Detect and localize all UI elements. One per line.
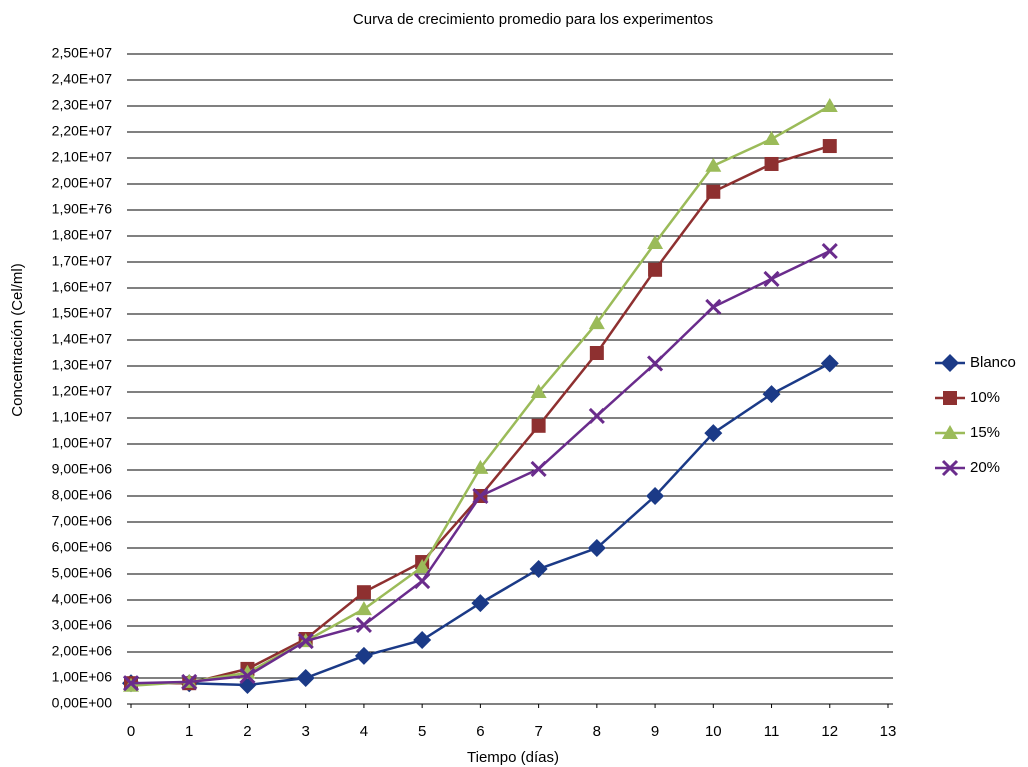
marker: [181, 673, 198, 690]
marker: [529, 560, 548, 579]
y-tick-label: 1,70E+07: [52, 253, 113, 269]
marker: [297, 633, 314, 650]
marker: [820, 354, 839, 373]
y-tick-label: 1,40E+07: [52, 331, 113, 347]
y-tick-label: 2,10E+07: [52, 149, 113, 165]
y-tick-label: 1,90E+76: [52, 201, 113, 217]
marker: [413, 631, 432, 650]
x-tick-label: 1: [185, 723, 193, 740]
y-tick-label: 2,00E+07: [52, 175, 113, 191]
y-tick-label: 6,00E+06: [52, 539, 113, 555]
marker: [472, 459, 489, 474]
y-tick-label: 5,00E+06: [52, 565, 113, 581]
y-tick-label: 9,00E+06: [52, 461, 113, 477]
legend-marker: [942, 425, 958, 439]
marker: [822, 139, 837, 154]
marker: [472, 487, 489, 505]
y-tick-label: 7,00E+06: [52, 513, 113, 529]
marker: [646, 487, 665, 505]
x-axis-title: Tiempo (días): [467, 749, 559, 766]
x-tick-label: 7: [534, 723, 542, 740]
y-tick-label: 1,20E+07: [52, 383, 113, 399]
marker: [762, 385, 781, 404]
marker: [414, 558, 431, 573]
chart-title: Curva de crecimiento promedio para los e…: [353, 11, 713, 28]
legend-marker: [941, 459, 959, 477]
y-tick-label: 1,30E+07: [52, 357, 113, 373]
marker: [122, 675, 140, 692]
x-tick-label: 0: [127, 723, 135, 740]
marker: [821, 98, 838, 112]
marker: [589, 346, 604, 360]
marker: [588, 407, 605, 424]
marker: [706, 184, 721, 199]
x-tick-label: 8: [593, 723, 601, 740]
marker: [531, 418, 546, 433]
legend-label: 15%: [970, 424, 1000, 441]
x-tick-label: 13: [880, 723, 897, 740]
legend-label: 20%: [970, 459, 1000, 476]
y-axis-title: Concentración (Cel/ml): [9, 263, 26, 416]
y-tick-label: 1,10E+07: [52, 409, 113, 425]
marker: [647, 355, 664, 372]
marker: [530, 460, 547, 478]
marker: [355, 616, 372, 634]
y-tick-label: 2,30E+07: [52, 97, 113, 113]
marker: [588, 315, 605, 330]
legend-marker: [941, 354, 959, 372]
marker: [414, 572, 431, 590]
legend-label: 10%: [970, 389, 1000, 406]
y-tick-label: 1,00E+06: [52, 669, 113, 685]
x-tick-label: 5: [418, 723, 426, 740]
x-tick-label: 6: [476, 723, 484, 740]
x-tick-label: 11: [764, 723, 780, 740]
x-tick-label: 4: [360, 723, 368, 740]
marker: [471, 594, 490, 613]
marker: [821, 243, 838, 260]
marker: [705, 298, 722, 316]
y-tick-label: 1,00E+07: [52, 435, 113, 451]
series-line: [131, 362, 831, 687]
y-tick-label: 2,40E+07: [52, 71, 113, 87]
y-tick-label: 2,50E+07: [52, 45, 113, 61]
legend-marker: [943, 391, 957, 405]
marker: [648, 262, 663, 277]
x-tick-label: 3: [302, 723, 310, 740]
marker: [764, 156, 779, 171]
y-tick-label: 2,00E+06: [52, 643, 113, 659]
y-tick-label: 0,00E+00: [52, 695, 113, 711]
y-tick-label: 3,00E+06: [52, 617, 113, 633]
marker: [354, 646, 373, 665]
marker: [705, 157, 722, 172]
marker: [356, 585, 371, 600]
marker: [355, 601, 372, 616]
marker: [763, 131, 780, 146]
y-tick-label: 4,00E+06: [52, 591, 113, 607]
x-tick-label: 10: [705, 723, 722, 740]
marker: [704, 424, 723, 443]
marker: [296, 669, 315, 687]
y-tick-label: 1,80E+07: [52, 227, 113, 243]
y-tick-label: 1,60E+07: [52, 279, 113, 295]
marker: [647, 235, 664, 250]
marker: [239, 667, 256, 684]
y-tick-label: 2,20E+07: [52, 123, 113, 139]
marker: [530, 384, 547, 398]
legend-label: Blanco: [970, 354, 1016, 371]
x-tick-label: 12: [821, 723, 838, 740]
x-tick-label: 9: [651, 723, 659, 740]
y-tick-label: 1,50E+07: [52, 305, 113, 321]
x-tick-label: 2: [243, 723, 251, 740]
marker: [587, 539, 606, 557]
y-tick-label: 8,00E+06: [52, 487, 113, 503]
marker: [763, 270, 780, 287]
